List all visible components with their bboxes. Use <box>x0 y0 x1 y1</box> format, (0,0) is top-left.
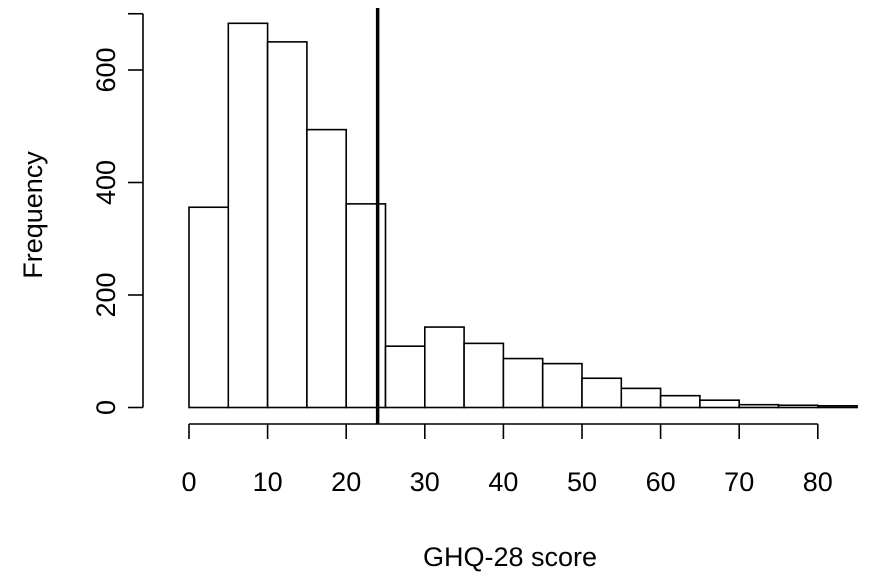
x-tick-label-60: 60 <box>646 467 676 497</box>
y-axis-title: Frequency <box>18 151 48 279</box>
histogram-bar-25-30 <box>384 345 426 409</box>
y-axis: 0 200 400 600 <box>91 12 144 415</box>
y-tick-label-400: 400 <box>91 160 121 205</box>
x-tick-label-20: 20 <box>331 467 361 497</box>
x-tick-label-30: 30 <box>410 467 440 497</box>
histogram-bar-20-25 <box>345 203 387 409</box>
histogram-bar-45-50 <box>541 362 583 409</box>
x-tick-label-10: 10 <box>253 467 283 497</box>
x-tick-label-80: 80 <box>803 467 833 497</box>
histogram-bar-10-15 <box>266 41 308 409</box>
histogram-bar-50-55 <box>581 377 623 409</box>
histogram-bar-35-40 <box>463 342 505 409</box>
y-tick-label-200: 200 <box>91 272 121 317</box>
x-tick-label-40: 40 <box>488 467 518 497</box>
x-tick-label-50: 50 <box>567 467 597 497</box>
histogram-bar-30-35 <box>423 326 465 409</box>
y-tick-label-600: 600 <box>91 47 121 92</box>
histogram-bar-75-80 <box>777 404 819 409</box>
histogram-bar-80-85 <box>816 405 858 409</box>
histogram-bar-60-65 <box>659 394 701 409</box>
histogram-bars <box>188 22 858 409</box>
histogram-bar-5-10 <box>227 22 269 409</box>
x-axis-title: GHQ-28 score <box>423 542 597 572</box>
histogram-bar-15-20 <box>306 128 347 409</box>
histogram-bar-55-60 <box>620 387 662 409</box>
histogram-bar-65-70 <box>699 399 741 409</box>
y-tick-label-0: 0 <box>91 400 121 415</box>
histogram-bar-70-75 <box>738 403 780 409</box>
x-tick-label-70: 70 <box>724 467 754 497</box>
histogram-bar-0-5 <box>188 206 230 409</box>
x-axis: 0 10 20 30 40 50 60 70 80 <box>181 423 833 497</box>
histogram-bar-40-45 <box>502 357 544 409</box>
x-tick-label-0: 0 <box>181 467 196 497</box>
